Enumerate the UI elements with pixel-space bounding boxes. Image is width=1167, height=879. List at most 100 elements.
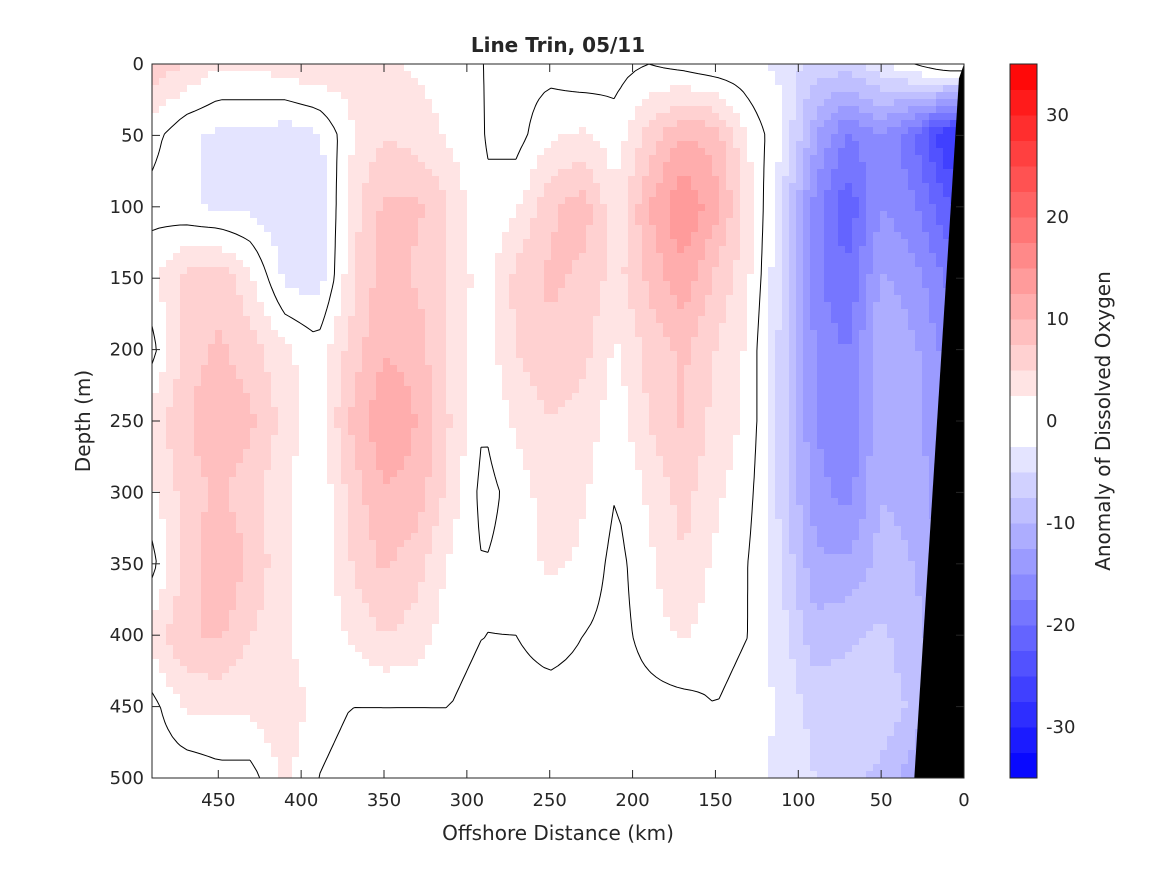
heatmap-cell [796, 127, 804, 135]
heatmap-cell [621, 64, 629, 72]
heatmap-cell [572, 225, 580, 233]
heatmap-cell [348, 162, 356, 170]
heatmap-cell [334, 309, 342, 317]
heatmap-cell [516, 218, 524, 226]
heatmap-cell [915, 316, 923, 324]
heatmap-cell [257, 99, 265, 107]
heatmap-cell [250, 218, 258, 226]
heatmap-cell [901, 141, 909, 149]
heatmap-cell [782, 351, 790, 359]
heatmap-cell [215, 113, 223, 121]
heatmap-cell [551, 232, 559, 240]
heatmap-cell [446, 113, 454, 121]
heatmap-cell [341, 64, 349, 72]
heatmap-cell [635, 246, 643, 254]
heatmap-cell [593, 106, 601, 114]
heatmap-cell [684, 253, 692, 261]
heatmap-cell [726, 337, 734, 345]
heatmap-cell [712, 141, 720, 149]
heatmap-cell [866, 232, 874, 240]
heatmap-cell [460, 225, 468, 233]
heatmap-cell [600, 239, 608, 247]
heatmap-cell [523, 120, 531, 128]
heatmap-cell [187, 162, 195, 170]
heatmap-cell [761, 197, 769, 205]
heatmap-cell [824, 113, 832, 121]
heatmap-cell [635, 267, 643, 275]
heatmap-cell [754, 302, 762, 310]
heatmap-cell [670, 316, 678, 324]
heatmap-cell [306, 253, 314, 261]
heatmap-cell [537, 190, 545, 198]
heatmap-cell [740, 78, 748, 86]
heatmap-cell [733, 281, 741, 289]
heatmap-cell [509, 162, 517, 170]
heatmap-cell [397, 106, 405, 114]
heatmap-cell [502, 330, 510, 338]
heatmap-cell [474, 288, 482, 296]
heatmap-cell [677, 190, 685, 198]
heatmap-cell [824, 309, 832, 317]
heatmap-cell [341, 232, 349, 240]
heatmap-cell [649, 288, 657, 296]
heatmap-cell [691, 85, 699, 93]
heatmap-cell [425, 260, 433, 268]
heatmap-cell [754, 344, 762, 352]
heatmap-cell [803, 267, 811, 275]
heatmap-cell [719, 232, 727, 240]
heatmap-cell [628, 281, 636, 289]
heatmap-cell [880, 260, 888, 268]
heatmap-cell [607, 274, 615, 282]
heatmap-cell [348, 127, 356, 135]
heatmap-cell [264, 225, 272, 233]
heatmap-cell [754, 190, 762, 198]
heatmap-cell [635, 162, 643, 170]
heatmap-cell [670, 351, 678, 359]
heatmap-cell [726, 344, 734, 352]
heatmap-cell [320, 288, 328, 296]
heatmap-cell [369, 218, 377, 226]
heatmap-cell [362, 232, 370, 240]
heatmap-cell [467, 288, 475, 296]
heatmap-cell [243, 134, 251, 142]
heatmap-cell [656, 323, 664, 331]
heatmap-cell [789, 337, 797, 345]
heatmap-cell [817, 141, 825, 149]
heatmap-cell [432, 211, 440, 219]
heatmap-cell [831, 218, 839, 226]
heatmap-cell [845, 71, 853, 79]
heatmap-cell [614, 134, 622, 142]
heatmap-cell [411, 309, 419, 317]
heatmap-cell [362, 134, 370, 142]
heatmap-cell [635, 239, 643, 247]
heatmap-cell [901, 344, 909, 352]
heatmap-cell [397, 274, 405, 282]
heatmap-cell [670, 337, 678, 345]
heatmap-cell [327, 246, 335, 254]
heatmap-cell [838, 71, 846, 79]
heatmap-cell [201, 260, 209, 268]
heatmap-cell [390, 309, 398, 317]
heatmap-cell [166, 274, 174, 282]
heatmap-cell [166, 358, 174, 366]
heatmap-cell [376, 274, 384, 282]
heatmap-cell [278, 197, 286, 205]
heatmap-cell [257, 225, 265, 233]
heatmap-cell [831, 316, 839, 324]
heatmap-cell [306, 92, 314, 100]
heatmap-cell [222, 344, 230, 352]
heatmap-cell [789, 211, 797, 219]
heatmap-cell [579, 190, 587, 198]
heatmap-cell [572, 64, 580, 72]
heatmap-cell [726, 358, 734, 366]
heatmap-cell [558, 190, 566, 198]
heatmap-cell [803, 358, 811, 366]
heatmap-cell [152, 337, 160, 345]
heatmap-cell [754, 64, 762, 72]
heatmap-cell [628, 176, 636, 184]
heatmap-cell [761, 190, 769, 198]
heatmap-cell [628, 113, 636, 121]
heatmap-cell [467, 92, 475, 100]
heatmap-cell [474, 85, 482, 93]
heatmap-cell [719, 120, 727, 128]
